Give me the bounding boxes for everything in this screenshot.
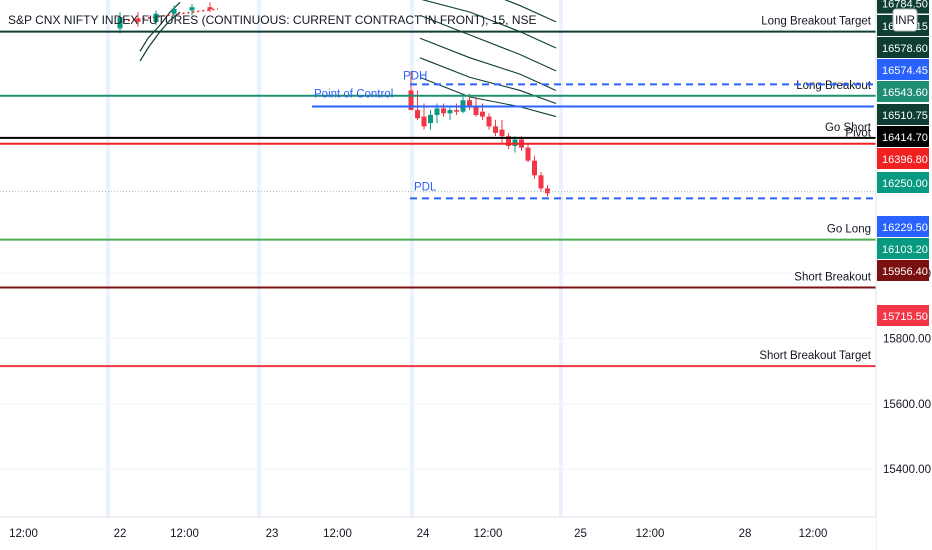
price-badge-box-3 bbox=[877, 59, 929, 80]
candle-day24-body-11 bbox=[480, 111, 485, 117]
level-label-3: Pivot bbox=[845, 128, 871, 140]
currency-badge-label[interactable]: INR bbox=[895, 15, 915, 27]
currency-badge[interactable]: INR bbox=[892, 8, 918, 32]
candle-day24-body-15 bbox=[506, 136, 511, 146]
time-tick-8: 12:00 bbox=[636, 528, 665, 540]
candle-day24-body-7 bbox=[454, 110, 459, 112]
annotation-label-1: Point of Control bbox=[314, 89, 393, 101]
price-badge-value-6: 16414.70 bbox=[882, 132, 928, 144]
price-badge-box-11 bbox=[877, 260, 929, 281]
candle-day24-body-10 bbox=[473, 106, 479, 115]
level-label-4: Go Long bbox=[827, 224, 871, 236]
candle-day24-body-12 bbox=[486, 116, 492, 127]
levels: Long Breakout Target Long Breakout Go Shor… bbox=[0, 16, 876, 368]
time-tick-6: 12:00 bbox=[474, 528, 503, 540]
price-badge-box-9 bbox=[877, 216, 929, 237]
time-tick-3: 23 bbox=[266, 528, 279, 540]
annotation-label-2: PDL bbox=[414, 181, 437, 193]
candle-day24-body-2 bbox=[421, 116, 427, 127]
time-tick-1: 22 bbox=[114, 528, 127, 540]
price-badge-value-11: 15956.40 bbox=[882, 266, 928, 278]
session-band-2 bbox=[410, 0, 414, 517]
price-badge-box-7 bbox=[877, 148, 929, 169]
price-tick-3: 15400.00 bbox=[883, 464, 931, 476]
candle-day24-body-21 bbox=[545, 188, 550, 194]
price-axis[interactable]: 16000.0015800.0015600.0015400.0016784.50… bbox=[875, 0, 932, 550]
price-badge-value-12: 15715.50 bbox=[882, 311, 928, 323]
candle-day22-body-0 bbox=[117, 16, 123, 29]
price-badge-value-4: 16543.60 bbox=[882, 87, 928, 99]
candle-day24-body-1 bbox=[415, 110, 420, 119]
price-badge-box-5 bbox=[877, 104, 929, 125]
annotation-label-0: PDH bbox=[403, 70, 427, 82]
price-badge-value-2: 16578.60 bbox=[882, 43, 928, 55]
level-label-0: Long Breakout Target bbox=[761, 16, 872, 28]
trendline-dotted bbox=[117, 8, 219, 23]
price-tick-1: 15800.00 bbox=[883, 334, 931, 346]
candle-day24-body-13 bbox=[493, 126, 498, 133]
band-right-2 bbox=[419, 14, 557, 72]
price-badge-box-6 bbox=[877, 126, 929, 147]
candle-day24-body-4 bbox=[434, 108, 440, 115]
candle-day24-body-18 bbox=[525, 147, 531, 161]
candle-day22-body-4 bbox=[189, 7, 195, 11]
time-tick-2: 12:00 bbox=[170, 528, 199, 540]
candle-day22-body-5 bbox=[207, 7, 213, 10]
price-badge-box-4 bbox=[877, 81, 929, 102]
candle-day24-body-16 bbox=[512, 139, 518, 146]
candle-day24-body-6 bbox=[447, 110, 453, 114]
candle-day24-body-20 bbox=[538, 175, 544, 189]
price-badge-value-8: 16250.00 bbox=[882, 178, 928, 190]
level-label-2: Go Short bbox=[825, 122, 872, 134]
session-band-1 bbox=[257, 0, 261, 517]
price-badge-box-8 bbox=[877, 172, 929, 193]
band-right-0 bbox=[504, 0, 557, 23]
time-tick-5: 24 bbox=[417, 528, 430, 540]
candle-day22-body-2 bbox=[153, 13, 159, 22]
price-badge-box-12 bbox=[877, 305, 929, 326]
band-right-3 bbox=[419, 37, 557, 91]
time-tick-7: 25 bbox=[574, 528, 587, 540]
candle-day24-body-9 bbox=[467, 100, 472, 107]
time-axis[interactable]: 12:00 22 12:00 23 12:00 24 12:00 25 12:00 28 12:00 bbox=[0, 516, 876, 550]
band-right-1 bbox=[421, 0, 557, 49]
price-badge-value-9: 16229.50 bbox=[882, 222, 928, 234]
price-badge-value-7: 16396.80 bbox=[882, 154, 928, 166]
band-right-5 bbox=[419, 76, 557, 118]
price-badge-value-3: 16574.45 bbox=[882, 65, 928, 77]
price-badge-value-10: 16103.20 bbox=[882, 244, 928, 256]
candle-day24-body-5 bbox=[441, 108, 446, 114]
session-band-0 bbox=[106, 0, 110, 517]
candle-day22-body-1 bbox=[135, 18, 141, 22]
time-tick-4: 12:00 bbox=[323, 528, 352, 540]
chart-title: S&P CNX NIFTY INDEX FUTURES (CONTINUOUS:… bbox=[8, 13, 537, 27]
time-tick-9: 28 bbox=[739, 528, 752, 540]
time-tick-10: 12:00 bbox=[799, 528, 828, 540]
level-label-6: Short Breakout Target bbox=[759, 350, 871, 362]
candle-day24-body-14 bbox=[499, 129, 505, 137]
session-band-3 bbox=[559, 0, 563, 517]
candle-day24-body-19 bbox=[532, 160, 537, 176]
time-axis-background bbox=[0, 517, 876, 550]
candle-day24-body-0 bbox=[408, 90, 414, 111]
price-tick-2: 15600.00 bbox=[883, 399, 931, 411]
level-label-1: Long Breakout bbox=[796, 80, 872, 92]
price-badge-value-0: 16784.50 bbox=[882, 0, 928, 11]
time-tick-0: 12:00 bbox=[9, 528, 38, 540]
level-label-5: Short Breakout bbox=[794, 272, 872, 284]
currency-badge-box[interactable] bbox=[892, 8, 918, 32]
price-badge-box-10 bbox=[877, 238, 929, 259]
candle-day24-body-3 bbox=[428, 114, 433, 124]
price-badge-value-5: 16510.75 bbox=[882, 110, 928, 122]
price-badge-box-2 bbox=[877, 37, 929, 58]
candles bbox=[117, 2, 550, 197]
candle-day22-body-3 bbox=[171, 8, 177, 14]
